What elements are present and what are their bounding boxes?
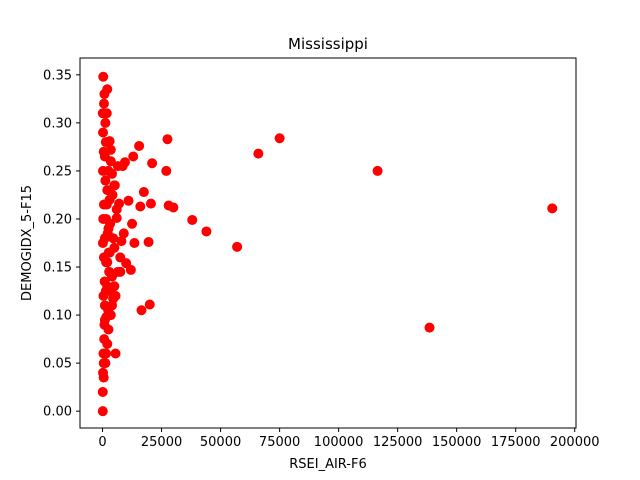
data-point: [116, 236, 127, 247]
data-point: [98, 98, 109, 109]
y-axis-label: DEMOGIDX_5-F15: [20, 185, 35, 301]
data-point: [424, 322, 435, 333]
data-point: [97, 238, 108, 248]
data-point: [98, 372, 109, 383]
data-point: [163, 200, 174, 211]
data-point: [107, 189, 118, 200]
data-point: [99, 334, 110, 345]
data-point: [136, 305, 147, 316]
data-point: [100, 358, 111, 369]
data-point: [110, 290, 121, 301]
data-point: [100, 286, 111, 297]
data-point: [128, 151, 139, 162]
y-tick-label: 0.10: [43, 309, 72, 324]
data-point: [98, 213, 109, 224]
data-point: [115, 266, 126, 277]
points-group: [97, 71, 558, 417]
data-point: [103, 305, 114, 316]
x-tick-label: 100000: [314, 435, 364, 450]
data-point: [98, 127, 109, 138]
data-point: [98, 348, 109, 359]
data-point: [138, 187, 149, 198]
x-tick-label: 0: [98, 435, 106, 450]
y-axis-ticks: 0.00 0.05 0.10 0.15 0.20 0.25 0.30 0.35: [43, 68, 80, 420]
plot-frame: [79, 57, 577, 429]
data-point: [100, 137, 111, 148]
x-tick-label: 75000: [259, 435, 300, 450]
data-point: [127, 218, 138, 229]
y-tick-label: 0.00: [43, 405, 72, 420]
chart-title: Mississippi: [288, 35, 368, 53]
y-tick-label: 0.20: [43, 212, 72, 227]
data-point: [102, 228, 113, 239]
x-axis-ticks: 0 25000 50000 75000 100000 125000 150000 175000…: [98, 428, 600, 450]
data-point: [109, 180, 120, 191]
x-tick-label: 150000: [432, 435, 482, 450]
data-point: [147, 158, 158, 169]
x-tick-label: 25000: [141, 435, 182, 450]
y-tick-label: 0.30: [43, 116, 72, 131]
y-tick-label: 0.15: [43, 261, 72, 276]
data-point: [232, 241, 243, 252]
data-point: [104, 266, 115, 277]
data-point: [201, 226, 212, 237]
data-point: [129, 238, 140, 248]
x-tick-label: 200000: [550, 435, 600, 450]
y-tick-label: 0.25: [43, 164, 72, 179]
data-point: [102, 84, 113, 95]
data-point: [143, 237, 154, 248]
x-tick-label: 125000: [373, 435, 423, 450]
data-point: [98, 71, 109, 82]
data-point: [134, 140, 145, 151]
data-point: [135, 201, 146, 212]
y-tick-label: 0.35: [43, 68, 72, 83]
data-point: [99, 276, 110, 287]
data-point: [111, 213, 122, 224]
data-point: [99, 151, 110, 162]
data-point: [123, 195, 134, 206]
data-point: [162, 134, 173, 145]
data-point: [99, 319, 110, 330]
data-point: [118, 228, 129, 239]
data-point: [547, 203, 558, 214]
data-point: [101, 108, 112, 119]
data-point: [161, 165, 172, 176]
data-point: [145, 198, 156, 209]
data-point: [110, 348, 121, 359]
y-tick-label: 0.05: [43, 357, 72, 372]
data-point: [98, 199, 109, 210]
data-point: [102, 257, 113, 268]
data-point: [98, 165, 109, 176]
data-point: [100, 175, 111, 186]
x-tick-label: 50000: [200, 435, 241, 450]
x-axis-label: RSEI_AIR-F6: [289, 457, 367, 472]
data-point: [274, 133, 285, 144]
data-point: [253, 148, 264, 159]
data-point: [100, 117, 111, 128]
data-point: [103, 247, 114, 258]
x-tick-label: 175000: [491, 435, 541, 450]
data-point: [112, 161, 123, 172]
data-point: [111, 204, 122, 215]
data-point: [97, 406, 108, 417]
data-point: [97, 386, 108, 397]
data-point: [144, 299, 155, 310]
data-point: [372, 165, 383, 176]
data-point: [187, 214, 198, 225]
data-point: [115, 252, 126, 263]
